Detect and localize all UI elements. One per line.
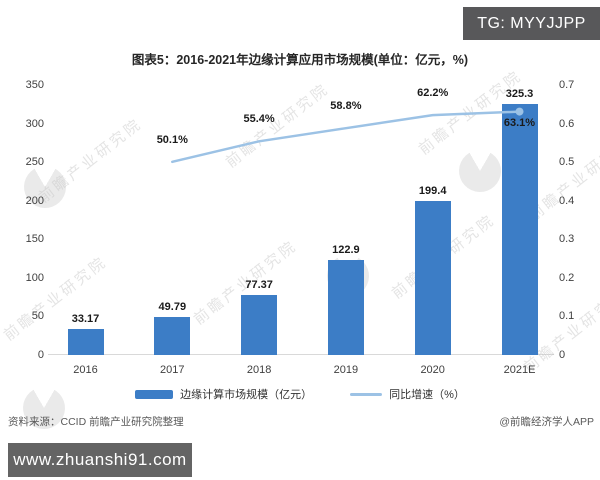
y-axis-left-tick: 200 — [25, 194, 44, 207]
bar-series-swatch-icon — [135, 389, 174, 399]
y-axis-right-tick: 0.4 — [559, 194, 575, 207]
tg-watermark-badge: TG: MYYJJPP — [463, 7, 600, 40]
url-watermark-box: www.zhuanshi91.com — [8, 443, 192, 477]
growth-rate-label: 63.1% — [503, 116, 536, 129]
y-axis-left-tick: 350 — [25, 79, 44, 91]
bar-value-label: 122.9 — [332, 244, 360, 257]
bar-2018 — [241, 295, 278, 355]
growth-rate-label: 50.1% — [156, 133, 188, 146]
bar-value-label: 325.3 — [505, 88, 534, 101]
bar-value-label: 33.17 — [71, 313, 100, 326]
y-axis-left-tick: 100 — [25, 271, 44, 284]
x-axis-label-2017: 2017 — [160, 364, 185, 376]
y-axis-right-tick: 0.6 — [559, 117, 575, 130]
y-axis-left-tick: 300 — [25, 117, 44, 130]
y-axis-right-tick: 0.3 — [559, 233, 575, 246]
bar-value-label: 77.37 — [245, 279, 273, 292]
bar-2019 — [327, 260, 364, 355]
line-series-swatch-icon — [350, 392, 383, 396]
x-axis-label-2020: 2020 — [420, 364, 445, 376]
legend-label-market-size: 边缘计算市场规模（亿元） — [180, 389, 313, 401]
legend-item-growth-rate: 同比增速（%） — [350, 386, 465, 402]
legend-label-growth-rate: 同比增速（%） — [389, 389, 465, 401]
x-axis-label-2019: 2019 — [333, 364, 359, 376]
growth-rate-label: 58.8% — [330, 100, 362, 113]
x-axis-label-2021E: 2021E — [503, 364, 536, 376]
growth-rate-label: 62.2% — [417, 87, 449, 100]
bar-2016 — [67, 329, 104, 355]
y-axis-right-tick: 0.7 — [559, 79, 575, 91]
growth-rate-label: 55.4% — [243, 113, 275, 126]
x-axis-label-2016: 2016 — [73, 364, 98, 376]
y-axis-right-tick: 0.2 — [559, 271, 575, 284]
bar-value-label: 199.4 — [418, 185, 447, 198]
tg-badge-text: TG: MYYJJPP — [477, 14, 586, 32]
y-axis-right-tick: 0 — [559, 349, 566, 361]
bar-value-label: 49.79 — [158, 300, 187, 313]
y-axis-left-tick: 50 — [31, 310, 44, 323]
y-axis-left-tick: 150 — [25, 233, 44, 246]
y-axis-right-tick: 0.5 — [559, 156, 575, 169]
data-source-note: 资料来源：CCID 前瞻产业研究院整理 — [8, 416, 184, 428]
y-axis-right-tick: 0.1 — [559, 310, 575, 323]
credit-note: @前瞻经济学人APP — [499, 416, 594, 428]
bar-2021E — [501, 104, 538, 355]
legend-item-market-size: 边缘计算市场规模（亿元） — [135, 386, 312, 402]
bar-2020 — [414, 201, 451, 355]
y-axis-left-tick: 0 — [37, 349, 44, 361]
x-axis-label-2018: 2018 — [246, 364, 272, 376]
url-watermark-text: www.zhuanshi91.com — [13, 450, 187, 469]
y-axis-left-tick: 250 — [25, 156, 44, 169]
chart-title: 图表5：2016-2021年边缘计算应用市场规模(单位：亿元，%) — [131, 53, 469, 67]
bar-2017 — [154, 316, 191, 355]
chart-legend: 边缘计算市场规模（亿元） 同比增速（%） — [0, 386, 600, 402]
x-axis-line — [48, 354, 554, 355]
